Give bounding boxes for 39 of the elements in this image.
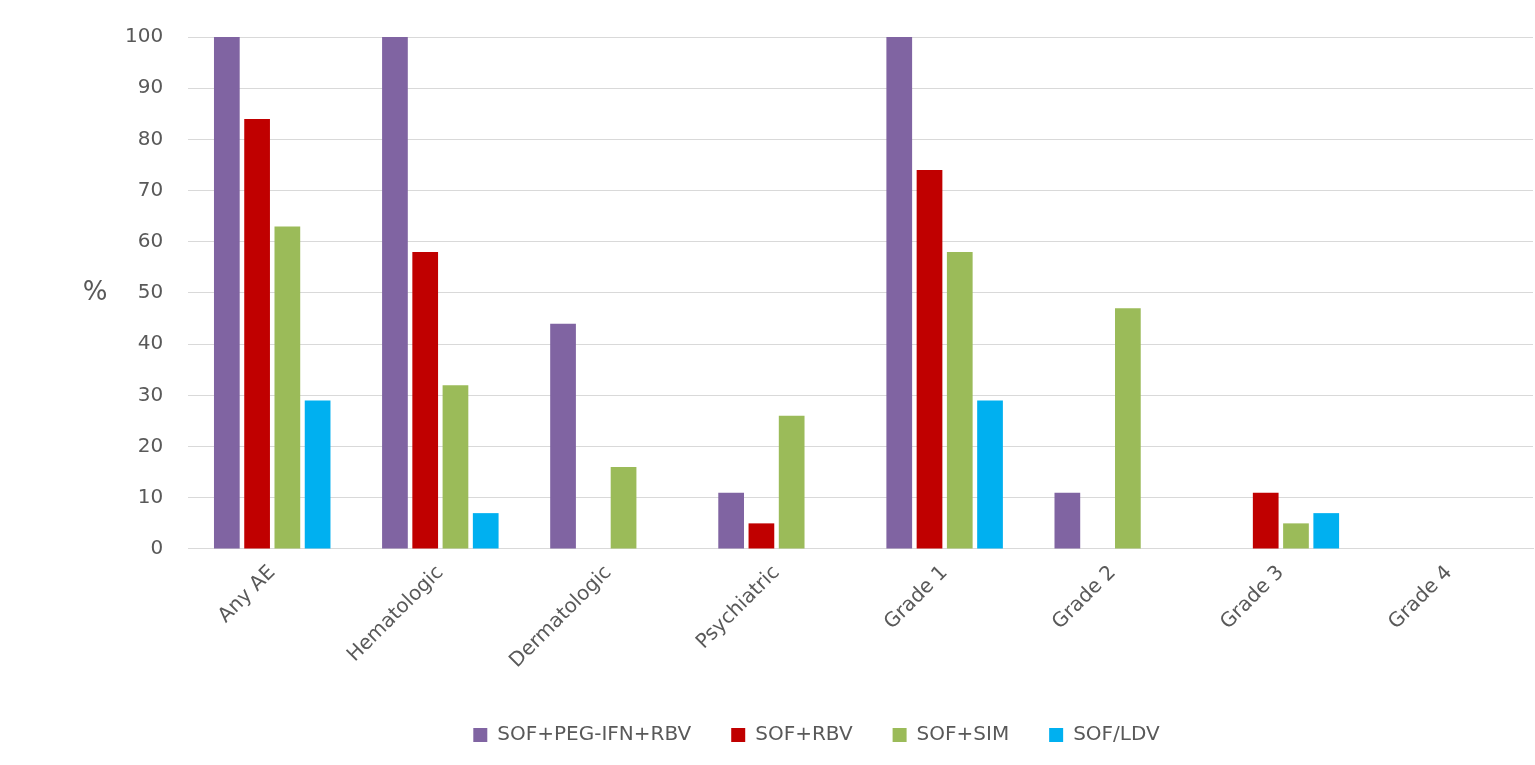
bar [748, 523, 775, 549]
y-tick-label: 40 [137, 330, 164, 355]
bar [778, 415, 805, 549]
y-tick-label: 30 [137, 381, 164, 406]
bar [946, 252, 973, 549]
bar [916, 170, 943, 549]
y-tick-label: 80 [137, 125, 164, 150]
legend-label: SOF+PEG-IFN+RBV [497, 721, 692, 746]
legend-label: SOF+SIM [916, 721, 1010, 746]
bar [718, 492, 745, 549]
y-tick-label: 90 [137, 74, 164, 99]
bar [304, 400, 331, 549]
bar [610, 467, 637, 549]
bar [1054, 492, 1081, 549]
legend-label: SOF/LDV [1073, 721, 1161, 746]
y-axis-title: % [82, 275, 108, 306]
x-tick-label: Any AE [212, 559, 280, 627]
y-tick-label: 60 [137, 227, 164, 252]
bar [550, 323, 576, 549]
bar [412, 252, 439, 549]
y-tick-label: 0 [150, 535, 164, 560]
y-tick-label: 20 [137, 432, 164, 457]
y-tick-label: 50 [137, 279, 164, 304]
y-tick-label: 100 [124, 23, 164, 48]
bar [213, 37, 240, 549]
bar [1283, 523, 1309, 549]
bar [244, 118, 270, 549]
bar [1313, 513, 1340, 549]
bar [886, 37, 913, 549]
bar [382, 37, 408, 549]
bar [442, 385, 469, 549]
y-tick-label: 10 [137, 483, 164, 508]
legend-label: SOF+RBV [755, 721, 853, 746]
bar [274, 226, 301, 549]
y-tick-label: 70 [137, 176, 164, 201]
bar [1115, 308, 1141, 549]
bar [472, 513, 499, 549]
bar [1252, 492, 1279, 549]
bar [977, 400, 1003, 549]
